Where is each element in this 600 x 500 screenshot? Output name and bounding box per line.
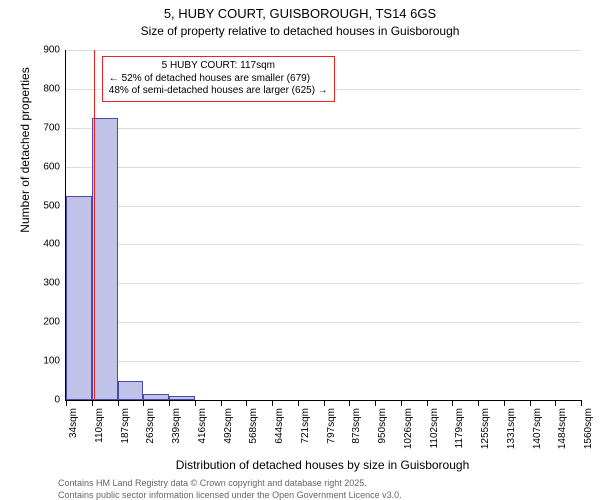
x-tick-label: 1407sqm	[532, 408, 543, 458]
x-tick-label: 797sqm	[326, 408, 337, 458]
y-tick-label: 200	[30, 317, 60, 328]
gridline	[66, 206, 581, 207]
histogram-bar	[143, 394, 169, 400]
x-tick	[298, 400, 299, 406]
x-tick-label: 873sqm	[351, 408, 362, 458]
gridline	[66, 50, 581, 51]
x-tick	[195, 400, 196, 406]
annotation-larger-line: 48% of semi-detached houses are larger (…	[109, 85, 328, 98]
x-tick-label: 568sqm	[248, 408, 259, 458]
x-tick-label: 950sqm	[377, 408, 388, 458]
x-tick	[246, 400, 247, 406]
x-tick	[401, 400, 402, 406]
gridline	[66, 167, 581, 168]
histogram-bar	[118, 381, 144, 400]
x-tick-label: 721sqm	[300, 408, 311, 458]
x-tick-label: 1560sqm	[583, 408, 594, 458]
x-tick-label: 416sqm	[197, 408, 208, 458]
gridline	[66, 361, 581, 362]
x-tick-label: 1331sqm	[506, 408, 517, 458]
gridline	[66, 322, 581, 323]
x-tick	[324, 400, 325, 406]
x-tick	[169, 400, 170, 406]
x-tick-label: 1484sqm	[557, 408, 568, 458]
x-tick-label: 1255sqm	[480, 408, 491, 458]
x-tick	[272, 400, 273, 406]
x-tick-label: 1179sqm	[454, 408, 465, 458]
x-tick	[143, 400, 144, 406]
y-tick-label: 800	[30, 83, 60, 94]
annotation-property-label: 5 HUBY COURT: 117sqm	[109, 60, 328, 73]
property-size-chart: 5, HUBY COURT, GUISBOROUGH, TS14 6GS Siz…	[0, 0, 600, 500]
x-tick-label: 110sqm	[94, 408, 105, 458]
annotation-smaller-line: ← 52% of detached houses are smaller (67…	[109, 73, 328, 86]
y-tick-label: 100	[30, 356, 60, 367]
x-tick	[118, 400, 119, 406]
x-tick-label: 339sqm	[171, 408, 182, 458]
gridline	[66, 283, 581, 284]
x-tick	[504, 400, 505, 406]
x-tick-label: 492sqm	[223, 408, 234, 458]
annotation-box: 5 HUBY COURT: 117sqm ← 52% of detached h…	[102, 56, 335, 102]
x-tick	[92, 400, 93, 406]
x-tick	[452, 400, 453, 406]
y-tick-label: 400	[30, 239, 60, 250]
x-tick	[375, 400, 376, 406]
x-tick	[349, 400, 350, 406]
x-tick	[581, 400, 582, 406]
histogram-bar	[66, 196, 92, 400]
y-tick-label: 700	[30, 122, 60, 133]
y-tick-label: 0	[30, 395, 60, 406]
x-tick-label: 644sqm	[274, 408, 285, 458]
x-tick	[555, 400, 556, 406]
x-tick-label: 1102sqm	[429, 408, 440, 458]
x-tick-label: 263sqm	[145, 408, 156, 458]
footer-line2: Contains public sector information licen…	[58, 490, 402, 500]
histogram-bar	[169, 396, 195, 400]
x-tick-label: 187sqm	[120, 408, 131, 458]
x-tick	[478, 400, 479, 406]
x-tick	[66, 400, 67, 406]
x-axis-label: Distribution of detached houses by size …	[65, 458, 580, 472]
y-tick-label: 300	[30, 278, 60, 289]
histogram-bar	[92, 118, 118, 400]
y-tick-label: 900	[30, 45, 60, 56]
property-marker-line	[94, 50, 95, 400]
x-tick	[221, 400, 222, 406]
gridline	[66, 244, 581, 245]
x-tick	[530, 400, 531, 406]
x-tick-label: 34sqm	[68, 408, 79, 458]
y-tick-label: 500	[30, 200, 60, 211]
plot-area: 5 HUBY COURT: 117sqm ← 52% of detached h…	[65, 50, 581, 401]
chart-title-line1: 5, HUBY COURT, GUISBOROUGH, TS14 6GS	[0, 6, 600, 21]
x-tick-label: 1026sqm	[403, 408, 414, 458]
y-tick-label: 600	[30, 161, 60, 172]
x-tick	[427, 400, 428, 406]
footer-line1: Contains HM Land Registry data © Crown c…	[58, 478, 367, 488]
gridline	[66, 128, 581, 129]
chart-title-line2: Size of property relative to detached ho…	[0, 24, 600, 38]
